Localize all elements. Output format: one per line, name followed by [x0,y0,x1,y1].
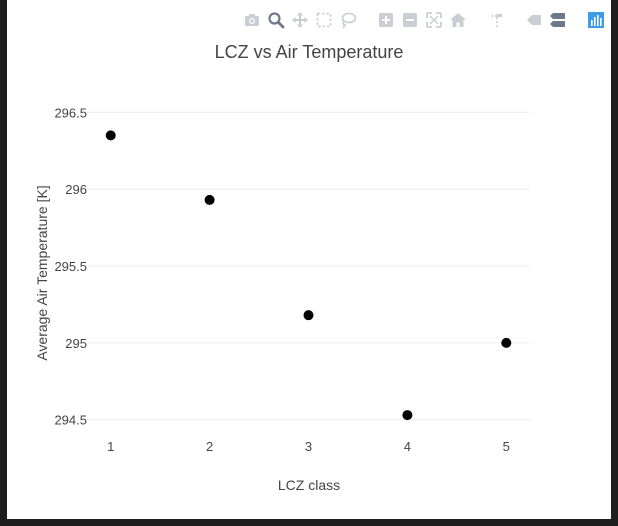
data-points[interactable] [105,130,512,421]
data-point[interactable] [402,410,413,421]
x-tick-label: 2 [206,439,213,454]
y-tick-label: 295 [65,336,87,351]
plotly-logo-icon [588,12,604,28]
zoom-in-icon [379,13,393,27]
hover-closest-button[interactable] [525,11,543,29]
data-point[interactable] [204,194,215,205]
hover-compare-button[interactable] [549,11,567,29]
data-point[interactable] [303,310,314,321]
spike-lines-icon [491,14,502,27]
x-tick-labels: 1 2 3 4 5 [107,439,510,454]
hover-compare-icon [550,13,565,27]
x-tick-label: 1 [107,439,114,454]
zoom-out-icon [403,13,417,27]
lasso-select-button[interactable] [339,11,357,29]
spike-lines-button[interactable] [487,11,505,29]
camera-icon [245,14,259,26]
home-button[interactable] [449,11,467,29]
x-tick-label: 3 [305,439,312,454]
autoscale-button[interactable] [425,11,443,29]
home-icon [450,13,466,27]
modebar [243,11,605,29]
lasso-select-icon [341,12,357,29]
data-point[interactable] [105,130,116,141]
pan-icon [292,12,308,28]
zoom-icon [268,12,285,29]
y-tick-label: 294.5 [54,413,87,428]
data-point[interactable] [501,337,512,348]
x-tick-label: 5 [503,439,510,454]
pan-button[interactable] [291,11,309,29]
camera-button[interactable] [243,11,261,29]
autoscale-icon [426,12,442,28]
box-select-button[interactable] [315,11,333,29]
plot-container: 294.5 295 295.5 296 296.5 1 2 3 4 5 LCZ vs Air T… [7,0,611,519]
scatter-chart[interactable]: 294.5 295 295.5 296 296.5 1 2 3 4 5 LCZ vs Air T… [7,0,611,519]
y-axis-label: Average Air Temperature [K] [34,185,50,360]
x-tick-label: 4 [404,439,411,454]
grid-lines [87,111,530,421]
box-select-icon [316,12,332,28]
hover-closest-icon [527,15,541,25]
zoom-button[interactable] [267,11,285,29]
y-tick-label: 296.5 [54,105,87,120]
y-tick-label: 296 [65,182,87,197]
zoom-out-button[interactable] [401,11,419,29]
zoom-in-button[interactable] [377,11,395,29]
plotly-logo-button[interactable] [587,11,605,29]
y-tick-label: 295.5 [54,259,87,274]
y-tick-labels: 294.5 295 295.5 296 296.5 [54,105,87,427]
chart-title: LCZ vs Air Temperature [215,42,404,62]
x-axis-label: LCZ class [278,477,340,493]
